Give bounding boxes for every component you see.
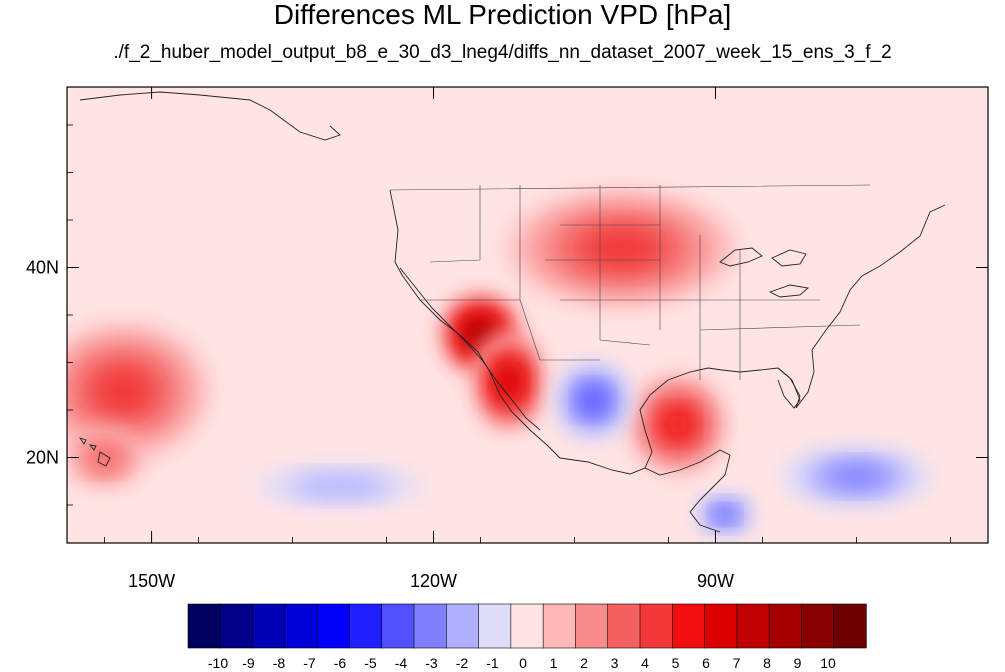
anomaly-caribbean-cool (781, 448, 932, 505)
colorbar-swatch (768, 603, 803, 649)
coastlines (78, 91, 946, 533)
colorbar-label: -4 (395, 655, 408, 671)
colorbar-label: 6 (702, 655, 710, 671)
anomaly-gulf-warm (630, 376, 725, 472)
colorbar-label: 3 (611, 655, 619, 671)
colorbar-label: -5 (364, 655, 377, 671)
colorbar-swatch (736, 603, 770, 649)
anomaly-contour-baja-warm-7 (502, 372, 516, 391)
y-tick-label: 40N (26, 258, 59, 278)
anomaly-central-america-cool (696, 495, 754, 534)
anomaly-hawaii-warm (67, 429, 143, 486)
anomaly-field (67, 191, 932, 534)
colorbar-label: 10 (820, 655, 836, 671)
x-tick-label: 90W (697, 571, 734, 591)
anomaly-contour-pacific-warm-4 (95, 368, 152, 414)
colorbar-label: -8 (273, 655, 286, 671)
x-tick-label: 150W (128, 571, 175, 591)
florida (777, 367, 801, 409)
colorbar-swatch (413, 603, 447, 649)
colorbar-swatch (316, 603, 351, 649)
anomaly-baja-warm (475, 334, 542, 429)
colorbar-label: 1 (550, 655, 558, 671)
anomaly-contour-central-america-cool-4 (715, 508, 735, 521)
hawaii-islands (78, 437, 111, 467)
colorbar-swatch (219, 603, 254, 649)
colorbar-swatch (671, 603, 706, 649)
anomaly-east-pacific-cool (254, 467, 425, 505)
anomaly-contour-east-pacific-cool-2 (288, 474, 391, 498)
chart-title: Differences ML Prediction VPD [hPa] (273, 0, 732, 30)
anomaly-contour-mexico-cool-4 (580, 387, 606, 414)
colorbar-swatch (639, 603, 673, 649)
anomaly-contour-caribbean-cool-3 (824, 464, 889, 489)
great-lakes (719, 247, 810, 298)
colorbar-label: 0 (519, 655, 527, 671)
anomaly-plains-warm (508, 191, 735, 306)
state-borders (389, 184, 871, 380)
y-tick-label: 20N (26, 448, 59, 468)
colorbar-label: -6 (334, 655, 347, 671)
x-tick-label: 120W (410, 571, 457, 591)
axes: 150W 120W 90W 40N 20N (26, 87, 988, 591)
colorbar-label: -7 (303, 655, 316, 671)
colorbar-swatch (704, 603, 738, 649)
colorbar-swatch (187, 603, 221, 649)
anomaly-pacific-warm (67, 324, 208, 458)
colorbar-swatch (478, 603, 512, 649)
us-canada-coastline (79, 91, 946, 475)
colorbar-swatch (445, 603, 480, 649)
colorbar-swatch (381, 603, 415, 649)
colorbar-swatch (801, 603, 835, 649)
colorbar-label: -9 (242, 655, 255, 671)
colorbar-swatch (607, 603, 641, 649)
anomaly-contour-hawaii-warm-3 (88, 445, 121, 470)
colorbar-swatch (833, 603, 867, 649)
colorbar-swatch (284, 603, 318, 649)
anomaly-southwest-warm (442, 296, 519, 372)
colorbar-label: 5 (672, 655, 680, 671)
colorbar-label: 4 (641, 655, 649, 671)
colorbar-label: 9 (794, 655, 802, 671)
chart-subtitle: ./f_2_huber_model_output_b8_e_30_d3_lneg… (113, 42, 892, 63)
colorbar-swatch (542, 603, 577, 649)
anomaly-contour-southwest-warm-9 (474, 328, 487, 340)
colorbar-label: -10 (208, 655, 228, 671)
anomaly-contour-gulf-warm-5 (665, 411, 691, 438)
colorbar-label: 2 (580, 655, 588, 671)
colorbar-label: -3 (425, 655, 438, 671)
colorbar-label: -2 (456, 655, 469, 671)
central-america-coast (644, 449, 731, 533)
colorbar-label: 8 (763, 655, 771, 671)
colorbar-label: -1 (486, 655, 499, 671)
colorbar-swatch (510, 603, 544, 649)
colorbar-label: 7 (733, 655, 741, 671)
colorbar-swatch (349, 603, 383, 649)
colorbar-swatch (575, 603, 609, 649)
colorbar: -10 -9 -8 -7 -6 -5 -4 -3 -2 -1 0 1 2 3 4 5 6 7 8 9 10 (187, 603, 867, 671)
colorbar-swatch (252, 603, 286, 649)
anomaly-contour-plains-warm-4 (583, 229, 660, 268)
anomaly-mexico-cool (555, 362, 631, 439)
